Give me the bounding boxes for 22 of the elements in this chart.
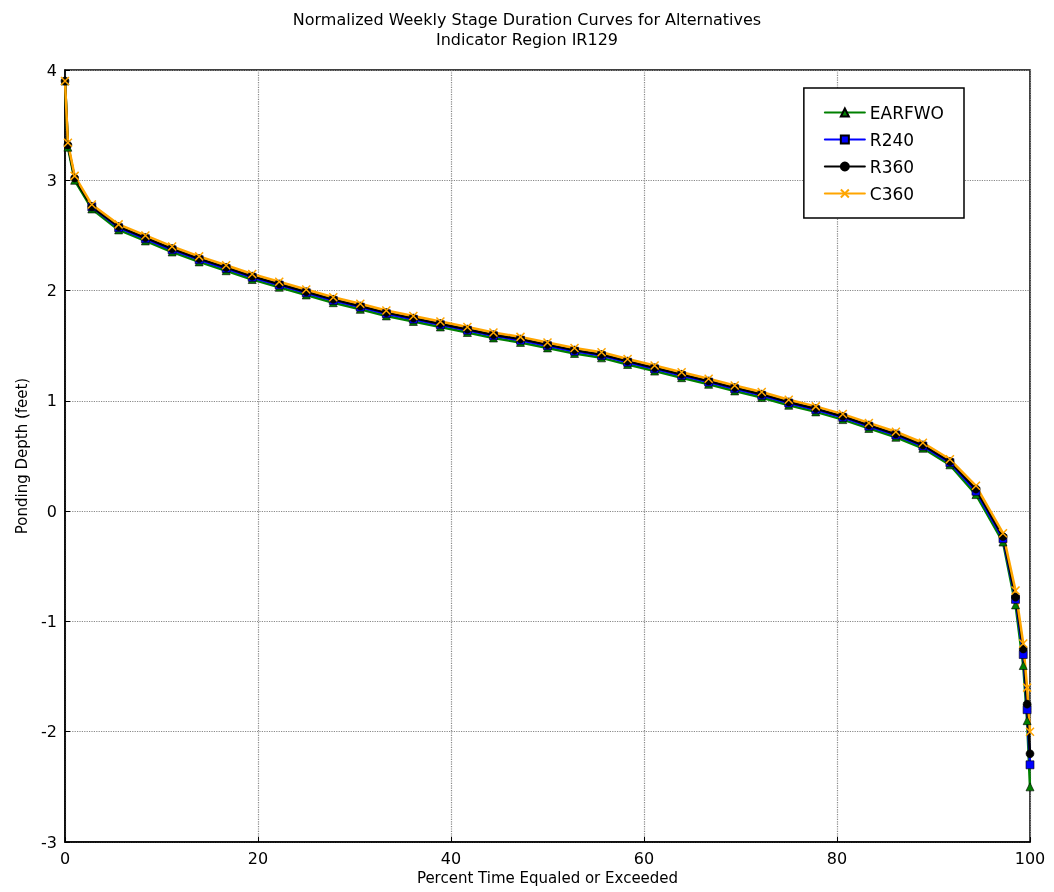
y-axis-title: Ponding Depth (feet) — [12, 377, 31, 535]
y-tick-label: 2 — [46, 281, 57, 301]
y-tick-label: -2 — [41, 722, 57, 742]
x-tick-label: 20 — [247, 848, 269, 868]
y-tick-label: 1 — [46, 391, 57, 411]
x-tick-label: 0 — [59, 848, 71, 868]
y-tick-label: 3 — [46, 170, 57, 190]
y-tick-label: -3 — [41, 832, 57, 852]
x-tick-label: 40 — [440, 848, 462, 868]
y-tick-label: -1 — [41, 611, 57, 631]
chart-title: Normalized Weekly Stage Duration Curves for Alternatives — [292, 9, 762, 29]
y-tick-label: 4 — [46, 60, 57, 80]
chart-subtitle: Indicator Region IR129 — [435, 29, 619, 49]
x-tick-label: 80 — [826, 848, 848, 868]
x-tick-label: 60 — [633, 848, 655, 868]
y-tick-label: 0 — [46, 501, 57, 521]
x-tick-label: 100 — [1014, 848, 1046, 868]
x-axis-title: Percent Time Equaled or Exceeded — [416, 869, 679, 888]
legend-label: R240 — [869, 129, 915, 150]
legend-label: EARFWO — [869, 102, 945, 123]
legend-label: R360 — [869, 156, 915, 177]
legend-label: C360 — [869, 183, 915, 204]
